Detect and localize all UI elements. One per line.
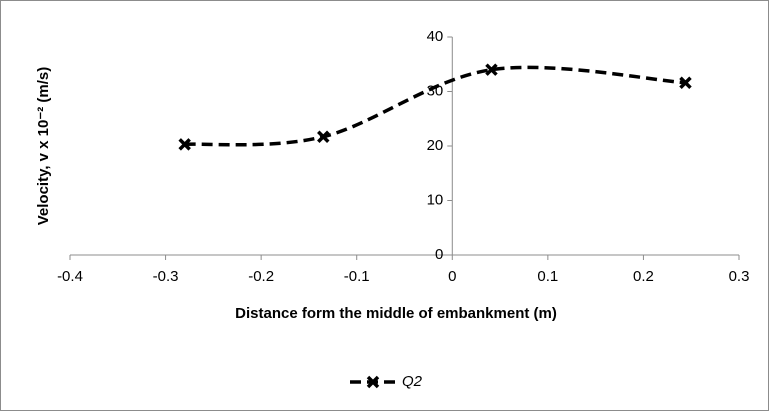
x-tick-label: 0 — [448, 268, 456, 285]
x-axis-title: Distance form the middle of embankment (… — [235, 305, 557, 322]
x-tick-label: 0.2 — [633, 268, 654, 285]
marker — [485, 63, 498, 76]
x-tick-label: -0.1 — [344, 268, 370, 285]
x-tick-label: 0.1 — [537, 268, 558, 285]
marker — [679, 76, 692, 90]
y-tick-label: 40 — [427, 28, 444, 45]
legend-label: Q2 — [402, 373, 423, 390]
x-tick-label: -0.3 — [153, 268, 179, 285]
series-line — [184, 65, 686, 147]
marker — [366, 375, 380, 389]
y-tick-label: 30 — [427, 82, 444, 99]
x-tick-label: -0.4 — [57, 268, 83, 285]
x-tick-label: 0.3 — [729, 268, 750, 285]
marker — [317, 130, 330, 143]
y-axis-title: Velocity, v x 10⁻² (m/s) — [35, 67, 52, 226]
y-tick-label: 20 — [427, 137, 444, 154]
x-tick-label: -0.2 — [248, 268, 274, 285]
marker — [178, 138, 191, 151]
y-tick-label: 10 — [427, 191, 444, 208]
y-tick-label: 0 — [435, 246, 443, 263]
